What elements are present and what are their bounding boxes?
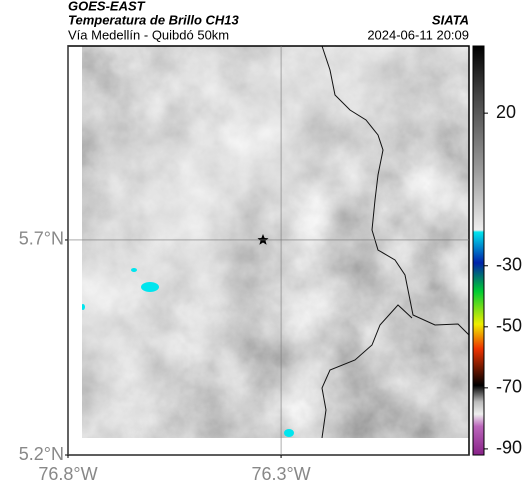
colorbar-tick-label: -30 — [496, 255, 522, 275]
colorbar — [472, 45, 485, 456]
location-marker — [257, 234, 269, 245]
cold-cloud — [82, 304, 85, 310]
satellite-label: GOES-EAST — [68, 0, 146, 13]
border-line — [321, 304, 413, 438]
route-label: Vía Medellín - Quibdó 50km — [68, 27, 229, 42]
colorbar-tick-label: -70 — [496, 377, 522, 397]
cold-cloud — [141, 282, 159, 292]
satellite-image — [82, 46, 469, 438]
colorbar-tick-label: -90 — [496, 438, 522, 458]
cold-cloud — [131, 268, 137, 272]
product-title: Temperatura de Brillo CH13 — [68, 12, 240, 27]
lat-tick-label: 5.2°N — [19, 444, 64, 464]
lon-tick-label: 76.3°W — [251, 464, 310, 484]
source-label: SIATA — [432, 12, 469, 27]
datetime-label: 2024-06-11 20:09 — [367, 27, 469, 42]
cloud-band — [82, 46, 469, 438]
colorbar-tick-label: 20 — [496, 102, 516, 122]
border-line — [321, 46, 469, 336]
colorbar-tick-label: -50 — [496, 316, 522, 336]
lon-tick-label: 76.8°W — [38, 464, 97, 484]
cold-cloud — [284, 429, 294, 437]
lat-tick-label: 5.7°N — [19, 229, 64, 249]
